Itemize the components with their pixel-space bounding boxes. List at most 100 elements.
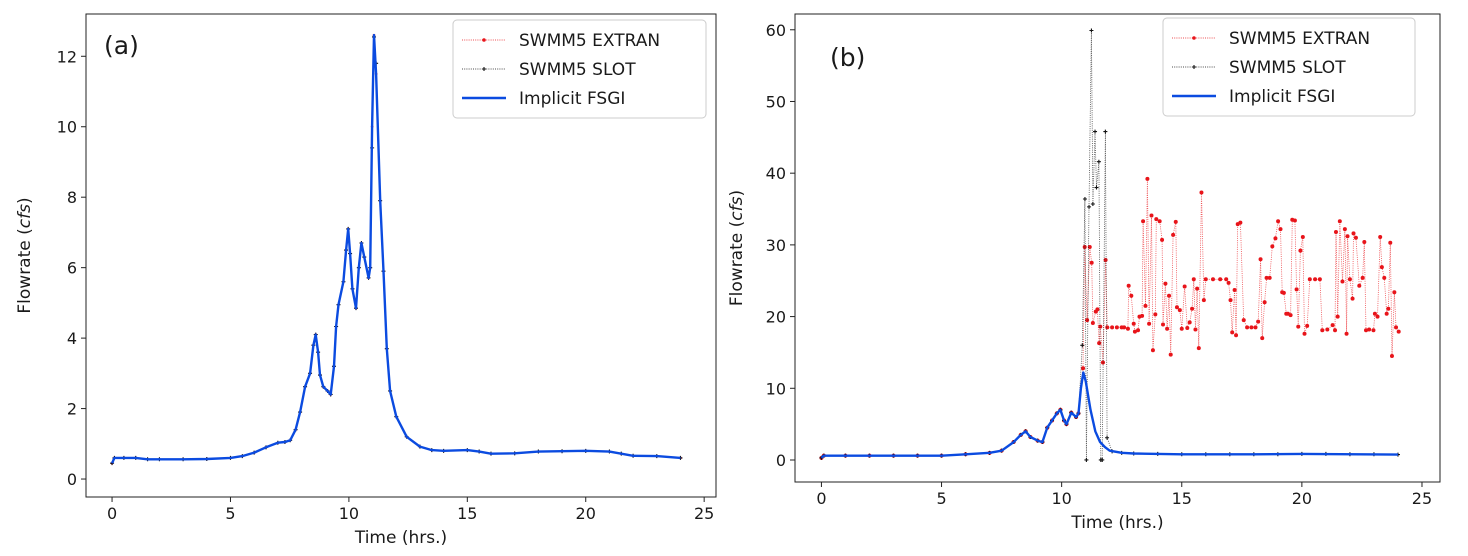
y-tick-label: 50 [766, 92, 786, 111]
data-point [1281, 290, 1286, 295]
y-axis-label-text: Flowrate ( [15, 228, 35, 313]
data-point [1386, 306, 1391, 311]
data-point [1364, 328, 1369, 333]
data-point [1096, 159, 1101, 164]
legend-box [452, 19, 707, 119]
data-point [1258, 257, 1263, 262]
x-tick-label: 10 [1051, 489, 1071, 508]
legend-swatch-marker [1192, 65, 1196, 69]
data-point [1350, 296, 1355, 301]
panel-a: 0 5 10 15 20 25 0 2 4 6 8 10 12 Time (hrs.) Flowrate (… [15, 13, 717, 548]
data-point [1087, 245, 1092, 250]
data-point [1375, 314, 1380, 319]
y-tick-label: 10 [766, 379, 786, 398]
data-point [1125, 326, 1130, 331]
data-point [1347, 277, 1352, 282]
data-point [1294, 287, 1299, 292]
data-point [1179, 326, 1184, 331]
data-point [1145, 176, 1150, 181]
x-tick-label: 0 [816, 489, 826, 508]
legend-box [1162, 17, 1416, 117]
data-point [1367, 327, 1372, 332]
data-point [1379, 265, 1384, 270]
data-point [1357, 283, 1362, 288]
legend: SWMM5 EXTRAN SWMM5 SLOT Implicit FSGI [1162, 17, 1416, 117]
panel-b: 0 5 10 15 20 25 0 10 20 30 40 50 60 Time (hrs.) Flowra… [727, 13, 1441, 533]
data-point [1084, 457, 1089, 462]
x-tick-label: 0 [107, 504, 117, 523]
legend-label: Implicit FSGI [519, 89, 625, 109]
x-tick-label: 20 [576, 504, 596, 523]
data-point [1388, 240, 1393, 245]
data-point [1335, 314, 1340, 319]
data-point [1105, 325, 1110, 330]
y-axis-label-text: ) [727, 190, 747, 197]
data-point [1228, 298, 1233, 303]
data-point [1196, 346, 1201, 351]
x-tick-label: 15 [1172, 489, 1192, 508]
data-point [1136, 328, 1141, 333]
data-point [1140, 313, 1145, 318]
data-point [1122, 325, 1127, 330]
data-point [1345, 234, 1350, 239]
data-point [1089, 260, 1094, 265]
data-point [1389, 354, 1394, 359]
data-point [1110, 325, 1115, 330]
data-point [1150, 348, 1155, 353]
x-tick-label: 25 [1412, 489, 1432, 508]
y-tick-label: 4 [67, 329, 77, 348]
data-point [1161, 322, 1166, 327]
y-axis-label: Flowrate (cfs) [15, 197, 35, 313]
data-point [1157, 219, 1162, 224]
data-point [1241, 318, 1246, 323]
x-tick-label: 5 [936, 489, 946, 508]
data-point [1143, 303, 1148, 308]
data-point [1245, 325, 1250, 330]
legend-swatch-marker [1192, 36, 1196, 40]
data-point [1342, 227, 1347, 232]
data-point [1149, 213, 1154, 218]
data-point [1153, 312, 1158, 317]
y-tick-label: 6 [67, 259, 77, 278]
legend-label: SWMM5 SLOT [1229, 58, 1346, 78]
data-point [1129, 293, 1134, 298]
legend-swatch-marker [482, 67, 486, 71]
data-point [1103, 129, 1108, 134]
y-tick-label: 10 [57, 118, 77, 137]
data-point [1396, 329, 1401, 334]
data-point [1177, 308, 1182, 313]
data-point [1320, 328, 1325, 333]
data-point [1278, 227, 1283, 232]
data-point [1081, 366, 1086, 371]
data-point [1262, 300, 1267, 305]
data-point [1154, 217, 1159, 222]
y-axis-label-text: Flowrate ( [727, 221, 747, 306]
data-point [1249, 325, 1254, 330]
data-point [1199, 190, 1204, 195]
y-tick-label: 0 [67, 470, 77, 489]
y-axis-label-unit: cfs [15, 204, 35, 228]
series-swmm5-extran [819, 176, 1401, 460]
data-point [1087, 204, 1092, 209]
data-point [1195, 286, 1200, 291]
data-point [1090, 321, 1095, 326]
data-point [1392, 290, 1397, 295]
data-point [1317, 277, 1322, 282]
data-point [1190, 306, 1195, 311]
data-point [1307, 277, 1312, 282]
y-axis-label-text: ) [15, 197, 35, 204]
data-point [1330, 323, 1335, 328]
data-point [1372, 311, 1377, 316]
legend-label: Implicit FSGI [1229, 87, 1335, 107]
data-point [1226, 280, 1231, 285]
data-point [1288, 313, 1293, 318]
data-point [1224, 277, 1229, 282]
data-point [1105, 435, 1110, 440]
data-point [1210, 277, 1215, 282]
data-point [1353, 235, 1358, 240]
series-implicit-fsgi [110, 33, 681, 464]
data-point [1256, 319, 1261, 324]
data-point [1344, 331, 1349, 336]
data-point [1264, 275, 1269, 280]
data-point [1302, 331, 1307, 336]
